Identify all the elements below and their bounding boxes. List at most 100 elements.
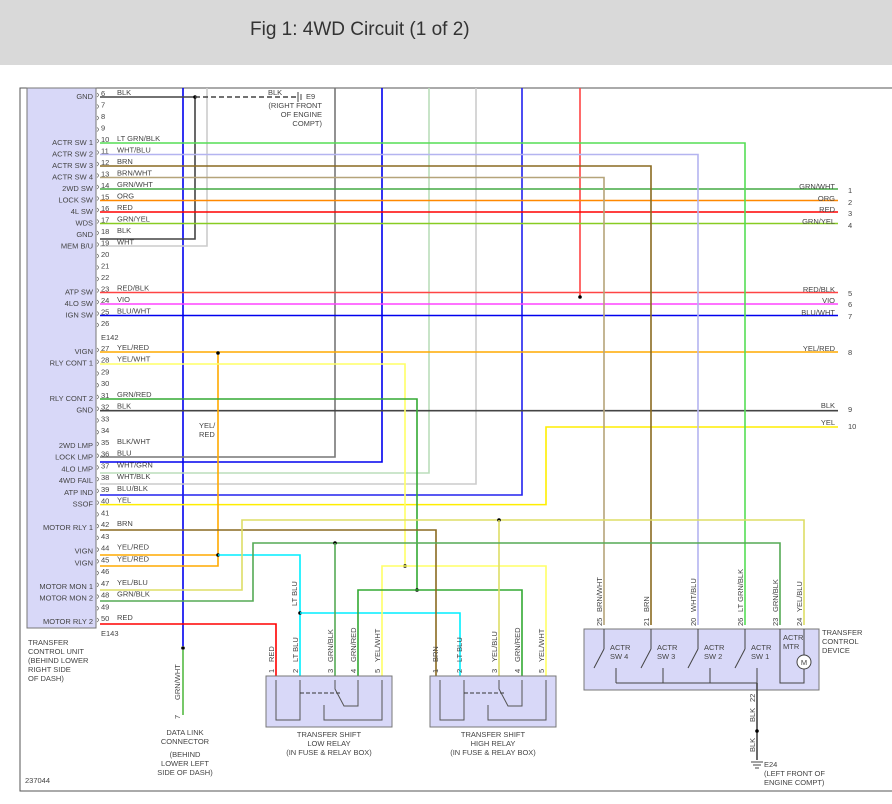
label: 33 <box>101 414 109 423</box>
label: MOTOR RLY 1 <box>43 523 93 532</box>
label: SW 4 <box>610 652 628 661</box>
label: RLY CONT 1 <box>50 359 93 368</box>
label: 4 <box>848 221 852 230</box>
label: GND <box>76 230 93 239</box>
label: 5 <box>848 289 852 298</box>
label: SW 1 <box>751 652 769 661</box>
label: ACTR <box>783 633 804 642</box>
label: GND <box>76 92 93 101</box>
label: TRANSFER <box>822 628 863 637</box>
label: 6 <box>101 89 105 98</box>
connector-pin-icon <box>96 276 99 282</box>
connector-pin-icon <box>96 207 99 213</box>
label: 20 <box>101 250 109 259</box>
label: OF ENGINE <box>281 110 322 119</box>
label: RED <box>267 646 276 662</box>
label: CONNECTOR <box>161 737 210 746</box>
diagram-frame <box>19 87 892 792</box>
splice-dot <box>181 646 185 650</box>
label: BLK <box>748 708 757 722</box>
label: 15 <box>101 193 109 202</box>
label: VIO <box>117 295 130 304</box>
wire-blu-36 <box>100 88 383 463</box>
connector-pin-icon <box>96 582 99 588</box>
connector-pin-icon <box>96 311 99 316</box>
label: 14 <box>101 181 109 190</box>
label: 22 <box>101 273 109 282</box>
label: 2WD SW <box>62 184 94 193</box>
connector-pin-icon <box>96 523 99 529</box>
label: 12 <box>101 158 109 167</box>
label: 24 <box>101 296 109 305</box>
label: ACTR SW 3 <box>52 161 93 170</box>
relay-contact <box>323 680 383 721</box>
label: 44 <box>101 544 109 553</box>
label: 6 <box>848 300 852 309</box>
label: GRN/BLK <box>117 590 150 599</box>
label: GRN/RED <box>513 627 522 662</box>
label: 45 <box>101 555 109 564</box>
label: DEVICE <box>822 646 850 655</box>
label: 27 <box>101 344 109 353</box>
label: 31 <box>101 391 109 400</box>
header-bar <box>0 0 892 65</box>
connector-pin-icon <box>96 347 99 353</box>
wire-grn-blk-48 <box>100 542 781 625</box>
label: YEL/WHT <box>373 628 382 662</box>
connector-pin-icon <box>96 242 99 247</box>
label: RLY CONT 2 <box>50 394 93 403</box>
connector-pin-icon <box>96 265 99 270</box>
label: TRANSFER SHIFT <box>461 730 526 739</box>
connector-pin-icon <box>96 441 99 447</box>
label: YEL/BLU <box>490 631 499 662</box>
label: YEL/BLU <box>795 581 804 612</box>
label: (IN FUSE & RELAY BOX) <box>450 748 536 757</box>
label: GRN/YEL <box>117 215 150 224</box>
connector-pin-icon <box>96 371 99 376</box>
label: LT BLU <box>455 637 464 662</box>
label: BLU/BLK <box>117 484 148 493</box>
label: BLK <box>748 738 757 752</box>
label: 4WD FAIL <box>59 476 93 485</box>
connector-pin-icon <box>96 465 99 470</box>
label: (RIGHT FRONT <box>268 101 322 110</box>
label: BLU <box>117 449 132 458</box>
wire-pin-12 <box>100 165 652 625</box>
label: RED <box>199 430 215 439</box>
label: RED <box>117 613 133 622</box>
relay-coil-icon <box>275 680 301 721</box>
label: 38 <box>101 473 109 482</box>
label: YEL <box>821 418 835 427</box>
label: 17 <box>101 216 109 225</box>
label: HIGH RELAY <box>471 739 516 748</box>
label: (BEHIND <box>170 750 201 759</box>
label: BRN <box>117 519 133 528</box>
label: 2 <box>291 669 300 673</box>
label: ACTR <box>704 643 725 652</box>
wire-blu-blk-39 <box>100 88 523 496</box>
label: 40 <box>101 497 109 506</box>
actr-switch-icon <box>734 648 746 669</box>
label: ACTR <box>751 643 772 652</box>
label: SW 3 <box>657 652 675 661</box>
label: RIGHT SIDE <box>28 665 71 674</box>
label: RED/BLK <box>117 284 149 293</box>
label: SW 2 <box>704 652 722 661</box>
label: 41 <box>101 508 109 517</box>
label: LT GRN/BLK <box>117 134 160 143</box>
wire-grn-red-relays <box>357 589 523 676</box>
label: 4L SW <box>71 207 94 216</box>
label: GRN/WHT <box>173 664 182 700</box>
label: (IN FUSE & RELAY BOX) <box>286 748 372 757</box>
label: CONTROL <box>822 637 859 646</box>
label: WHT/BLU <box>689 578 698 612</box>
label: 10 <box>848 422 856 431</box>
label: 7 <box>173 715 182 719</box>
wire-pin-10 <box>100 142 746 625</box>
label: 4LO LMP <box>61 464 93 473</box>
label: 46 <box>101 567 109 576</box>
label: 37 <box>101 461 109 470</box>
label: RED <box>819 205 835 214</box>
label: YEL/RED <box>117 554 150 563</box>
label: LT BLU <box>290 581 299 606</box>
